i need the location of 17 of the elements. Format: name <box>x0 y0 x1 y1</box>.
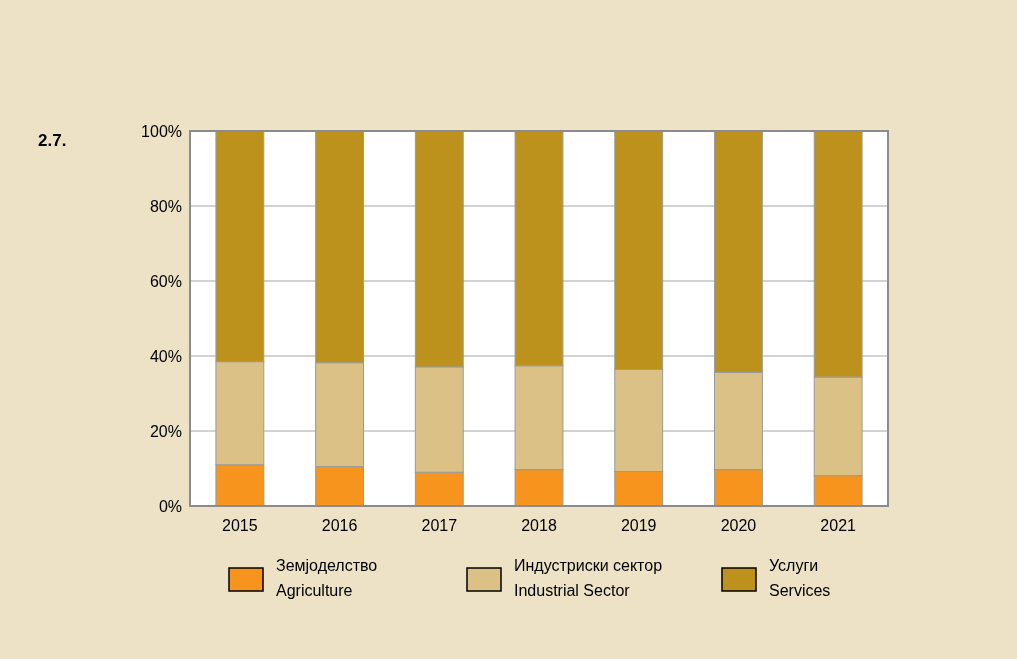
y-tick-label: 20% <box>149 422 182 440</box>
x-tick-label: 2021 <box>820 517 857 534</box>
y-tick-label: 80% <box>149 197 182 215</box>
y-tick-label: 100% <box>141 122 182 140</box>
x-tick-label: 2020 <box>720 517 757 534</box>
x-tick-label: 2017 <box>421 517 458 534</box>
x-tick-label: 2018 <box>521 517 557 534</box>
legend-label: Земјоделство Agriculture <box>276 557 378 599</box>
x-tick-label: 2016 <box>321 517 358 534</box>
legend-label: Индустриски сектор Industrial Sector <box>514 557 663 599</box>
x-tick-label: 2019 <box>620 517 657 534</box>
y-tick-label: 40% <box>149 347 182 365</box>
x-tick-label: 2015 <box>222 517 258 534</box>
text: 2.7. <box>38 131 67 150</box>
y-tick-label: 0% <box>158 497 182 515</box>
legend-label: Услуги Services <box>769 557 831 599</box>
y-tick-label: 60% <box>149 272 182 290</box>
